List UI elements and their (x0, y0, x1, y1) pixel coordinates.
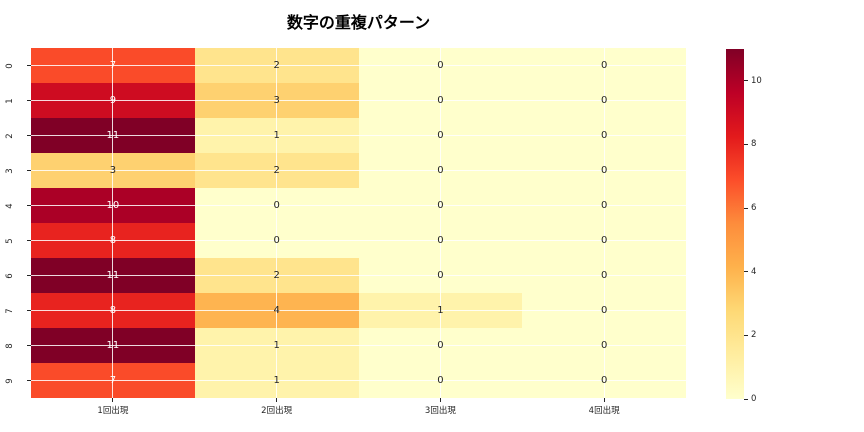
cell-value: 0 (437, 339, 444, 351)
gridline-horizontal (31, 100, 686, 101)
cell-value: 3 (109, 164, 117, 176)
chart-title: 数字の重複パターン (286, 13, 431, 32)
colorbar-tick-label: 6 (751, 203, 757, 214)
y-tick-label: 9 (5, 377, 15, 384)
cell-value: 0 (600, 129, 608, 141)
gridline-horizontal (31, 205, 686, 206)
cell-value: 0 (600, 59, 608, 71)
colorbar-tick-mark (744, 80, 748, 82)
cell-value: 0 (273, 199, 280, 211)
cell-value: 1 (437, 304, 444, 316)
cell-value: 4 (273, 304, 280, 316)
cell-value: 11 (106, 269, 120, 281)
cell-value: 7 (109, 59, 117, 71)
cell-value: 9 (109, 94, 117, 106)
gridline-horizontal (31, 240, 686, 241)
y-tick-mark (27, 170, 31, 171)
cell-value: 2 (273, 164, 280, 176)
y-tick-label: 1 (5, 97, 15, 104)
cell-value: 0 (437, 234, 444, 246)
cell-value: 0 (600, 94, 608, 106)
cell-value: 10 (106, 199, 120, 211)
cell-value: 0 (437, 164, 444, 176)
x-tick-mark (439, 398, 441, 402)
colorbar-tick-mark (744, 271, 748, 273)
gridline-horizontal (31, 170, 686, 171)
cell-value: 1 (273, 129, 280, 141)
cell-value: 0 (437, 374, 444, 386)
cell-value: 0 (600, 234, 608, 246)
y-tick-mark (27, 345, 31, 346)
cell-value: 0 (437, 59, 444, 71)
cell-value: 0 (437, 129, 444, 141)
y-tick-mark (27, 275, 31, 276)
cell-value: 8 (109, 234, 117, 246)
cell-value: 7 (109, 374, 117, 386)
cell-value: 0 (600, 374, 608, 386)
y-tick-label: 0 (5, 62, 15, 69)
cell-value: 0 (600, 269, 608, 281)
x-tick-mark (276, 398, 278, 402)
heatmap: 7 2 0 0 9 3 0 0 11 1 0 0 3 2 0 0 10 0 0 0 8 0 0 0 11 2 0 0 8 4 1 0 11 1 0 0… (31, 48, 686, 398)
y-tick-mark (27, 310, 31, 311)
cell-value: 0 (437, 94, 444, 106)
x-tick-label: 3回出現 (424, 406, 456, 416)
x-tick-mark (603, 398, 605, 402)
cell-value: 0 (600, 304, 608, 316)
colorbar-tick-label: 10 (751, 75, 762, 86)
cell-value: 11 (106, 339, 120, 351)
colorbar-tick-label: 2 (751, 330, 757, 341)
colorbar-tick-label: 0 (751, 394, 757, 404)
y-tick-label: 4 (5, 202, 15, 209)
gridline-horizontal (31, 135, 686, 136)
y-tick-mark (27, 240, 31, 241)
cell-value: 2 (273, 269, 280, 281)
gridline-horizontal (31, 65, 686, 66)
cell-value: 0 (273, 234, 280, 246)
x-tick-mark (112, 398, 114, 402)
x-tick-label: 1回出現 (97, 406, 129, 416)
colorbar-tick-mark (744, 334, 748, 336)
y-tick-label: 3 (5, 167, 15, 174)
y-tick-label: 7 (5, 307, 15, 314)
y-tick-mark (27, 65, 31, 66)
gridline-vertical (439, 48, 441, 398)
cell-value: 0 (600, 199, 608, 211)
y-tick-label: 8 (5, 342, 15, 349)
x-tick-label: 4回出現 (588, 406, 620, 416)
y-tick-label: 6 (5, 272, 15, 279)
gridline-horizontal (31, 345, 686, 346)
gridline-horizontal (31, 275, 686, 276)
colorbar-tick-label: 4 (751, 266, 757, 277)
y-tick-label: 5 (5, 237, 15, 244)
gridline-horizontal (31, 380, 686, 381)
colorbar (726, 49, 744, 399)
cell-value: 3 (273, 94, 280, 106)
y-tick-mark (27, 380, 31, 381)
cell-value: 11 (106, 129, 120, 141)
colorbar-tick-mark (744, 143, 748, 145)
cell-value: 8 (109, 304, 117, 316)
y-tick-mark (27, 135, 31, 136)
x-tick-label: 2回出現 (261, 406, 293, 416)
colorbar-tick-label: 8 (751, 139, 757, 150)
cell-value: 1 (273, 339, 280, 351)
cell-value: 0 (600, 339, 608, 351)
gridline-horizontal (31, 310, 686, 311)
cell-value: 2 (273, 59, 280, 71)
cell-value: 0 (437, 269, 444, 281)
cell-value: 0 (600, 164, 608, 176)
colorbar-tick-mark (744, 398, 748, 400)
gridline-vertical (276, 48, 278, 398)
y-tick-label: 2 (5, 132, 15, 139)
cell-value: 1 (273, 374, 280, 386)
colorbar-tick-mark (744, 207, 748, 209)
y-tick-mark (27, 205, 31, 206)
gridline-vertical (603, 48, 605, 398)
y-tick-mark (27, 100, 31, 101)
gridline-vertical (112, 48, 114, 398)
cell-value: 0 (437, 199, 444, 211)
